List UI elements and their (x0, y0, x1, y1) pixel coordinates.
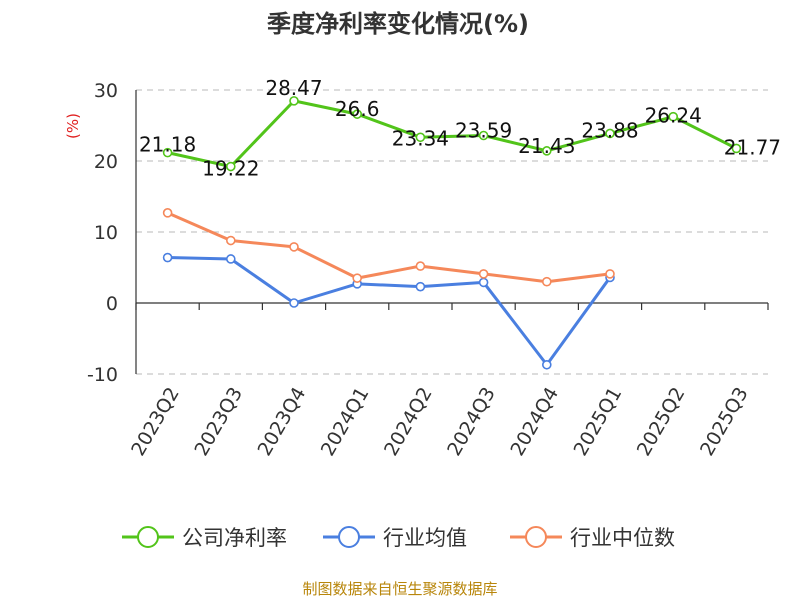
x-tick-label: 2025Q1 (570, 384, 627, 460)
source-note: 制图数据来自恒生聚源数据库 (302, 580, 497, 598)
data-label: 21.18 (139, 133, 196, 157)
legend-label: 行业中位数 (570, 526, 675, 550)
legend-marker (525, 526, 547, 548)
series-line-1 (167, 256, 612, 367)
data-point (226, 235, 236, 246)
x-tick-label: 2025Q3 (696, 384, 753, 460)
data-point (478, 277, 489, 288)
data-point (162, 147, 173, 158)
data-label: 21.77 (724, 135, 781, 159)
data-point (478, 130, 489, 141)
grid-lines (136, 89, 768, 375)
data-point (605, 128, 615, 139)
data-label: 23.34 (392, 126, 449, 150)
legend: 公司净利率 行业均值 行业中位数 (122, 526, 675, 550)
data-point (162, 208, 173, 218)
data-point (668, 111, 679, 122)
x-tick-label: 2025Q2 (633, 384, 690, 460)
y-tick-label: 20 (94, 151, 118, 173)
y-tick-label: 0 (106, 293, 118, 315)
data-point (478, 269, 489, 279)
x-tick-label: 2023Q2 (127, 384, 184, 460)
series-line-0 (167, 99, 738, 169)
data-point (352, 273, 363, 283)
x-tick-label: 2023Q3 (190, 384, 247, 460)
data-point (226, 254, 236, 264)
y-tick-label: -10 (87, 364, 118, 386)
legend-item-0[interactable]: 公司净利率 (122, 526, 287, 550)
y-tick-label: 30 (94, 80, 118, 102)
data-point (226, 161, 236, 172)
legend-marker (338, 526, 360, 548)
legend-label: 公司净利率 (182, 526, 287, 550)
x-tick-label: 2024Q4 (506, 384, 563, 460)
data-label: 19.22 (202, 157, 259, 181)
data-point (541, 146, 552, 156)
data-point (541, 359, 552, 370)
data-point (731, 143, 742, 154)
y-axis-unit: (%) (64, 113, 82, 139)
data-point (415, 261, 426, 271)
data-label: 23.88 (581, 118, 638, 142)
legend-marker (137, 526, 159, 548)
data-point (415, 132, 426, 143)
data-point (415, 281, 426, 292)
data-point (352, 109, 363, 119)
series-line-2 (166, 211, 611, 284)
data-label: 21.43 (518, 134, 575, 158)
data-label: 26.24 (645, 104, 702, 128)
chart-title: 季度净利率变化情况(%) (267, 10, 529, 38)
data-label: 23.59 (455, 119, 512, 143)
legend-item-2[interactable]: 行业中位数 (510, 526, 675, 550)
y-tick-label: 10 (94, 222, 118, 244)
data-point (289, 242, 299, 252)
series-lines (162, 96, 742, 370)
x-tick-label: 2024Q3 (443, 383, 500, 459)
data-point (289, 298, 299, 308)
legend-label: 行业均值 (383, 526, 467, 550)
x-tick-label: 2024Q2 (380, 384, 437, 460)
x-tick-label: 2024Q1 (317, 384, 374, 460)
x-tick-label: 2023Q4 (254, 384, 311, 460)
data-label: 28.47 (265, 76, 322, 100)
data-label: 26.6 (335, 97, 380, 121)
data-point (541, 276, 552, 287)
legend-item-1[interactable]: 行业均值 (323, 526, 467, 550)
data-point (289, 96, 299, 106)
data-point (162, 252, 173, 263)
data-point (605, 269, 615, 279)
